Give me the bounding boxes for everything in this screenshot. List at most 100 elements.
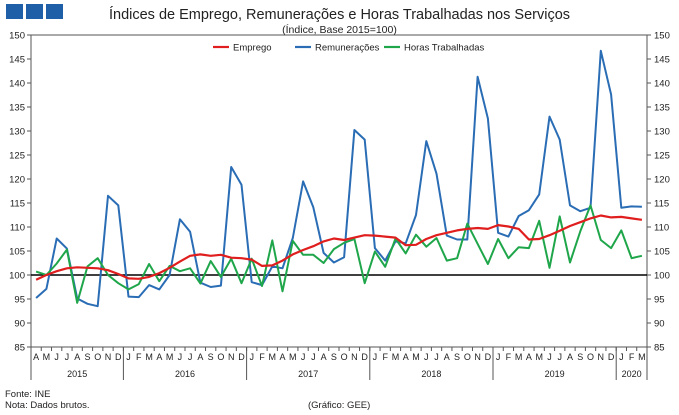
month-label: F [382,352,388,362]
month-label: S [208,352,214,362]
y-tick-label-right: 85 [654,343,665,354]
year-label: 2016 [175,369,195,379]
month-label: F [136,352,142,362]
y-tick-label-right: 90 [654,319,665,330]
month-label: A [33,352,39,362]
month-label: A [403,352,409,362]
year-label: 2017 [298,369,318,379]
chart-title: Índices de Emprego, Remunerações e Horas… [108,7,571,23]
y-tick-label-right: 95 [654,295,665,306]
month-label: N [105,352,112,362]
source-text: Fonte: INE [5,389,51,400]
month-label: O [94,352,101,362]
month-label: M [535,352,543,362]
legend-label: Emprego [233,43,272,54]
legend-label: Horas Trabalhadas [404,43,485,54]
month-label: F [506,352,512,362]
plot-frame [30,34,648,348]
note-text: Nota: Dados brutos. [5,400,90,411]
month-label: M [638,352,646,362]
month-label: D [238,352,245,362]
month-label: J [547,352,552,362]
month-label: N [598,352,605,362]
month-label: F [259,352,265,362]
month-label: A [280,352,286,362]
month-label: M [269,352,277,362]
y-tick-label-right: 135 [654,103,670,114]
month-label: O [217,352,224,362]
month-label: S [577,352,583,362]
month-label: J [557,352,562,362]
month-label: J [178,352,183,362]
month-label: D [361,352,368,362]
y-tick-label-left: 125 [9,151,25,162]
month-label: D [608,352,615,362]
month-label: J [619,352,624,362]
month-label: J [65,352,70,362]
series-line-remuneraes [35,49,642,308]
month-label: O [341,352,348,362]
logo-block-2 [26,4,43,19]
month-label: M [145,352,153,362]
month-label: J [496,352,501,362]
year-label: 2018 [421,369,441,379]
month-label: J [126,352,131,362]
y-tick-label-right: 105 [654,247,670,258]
y-tick-label-right: 125 [654,151,670,162]
y-tick-label-right: 140 [654,79,670,90]
y-tick-label-left: 110 [10,223,25,234]
month-label: N [228,352,235,362]
month-label: M [43,352,51,362]
y-tick-label-right: 130 [654,127,670,138]
y-tick-label-left: 120 [9,175,25,186]
month-label: M [412,352,420,362]
month-label: A [526,352,532,362]
month-label: D [485,352,492,362]
month-label: A [567,352,573,362]
legend-label: Remunerações [315,43,380,54]
logo-block-1 [6,4,23,19]
series-line-horastrabalhadas [35,204,643,304]
month-label: F [629,352,635,362]
month-label: J [249,352,254,362]
month-label: O [464,352,471,362]
y-tick-label-right: 100 [654,271,670,282]
month-label: A [444,352,450,362]
y-tick-label-right: 145 [654,55,670,66]
month-label: A [156,352,162,362]
month-label: A [74,352,80,362]
month-label: J [434,352,439,362]
y-tick-label-left: 150 [9,31,25,42]
logo-block-3 [46,4,63,19]
month-label: S [454,352,460,362]
y-tick-label-right: 110 [654,223,669,234]
y-tick-label-left: 95 [14,295,25,306]
month-label: S [84,352,90,362]
month-label: J [301,352,306,362]
y-tick-label-right: 120 [654,175,670,186]
month-label: M [166,352,174,362]
y-tick-label-left: 90 [14,319,25,330]
y-tick-label-left: 135 [9,103,25,114]
month-label: A [321,352,327,362]
series-line-emprego [35,214,643,281]
month-label: M [392,352,400,362]
month-label: J [54,352,59,362]
year-label: 2020 [622,369,642,379]
y-tick-label-right: 150 [654,31,670,42]
month-label: D [115,352,122,362]
gee-logo [6,4,63,19]
year-label: 2015 [67,369,87,379]
month-label: N [474,352,481,362]
month-label: J [373,352,378,362]
month-label: S [331,352,337,362]
y-tick-label-left: 145 [9,55,25,66]
credit-text: (Gráfico: GEE) [308,400,371,411]
month-label: A [197,352,203,362]
month-label: M [289,352,297,362]
y-tick-label-left: 115 [10,199,25,210]
year-label: 2019 [545,369,565,379]
month-label: M [515,352,523,362]
month-label: J [188,352,193,362]
